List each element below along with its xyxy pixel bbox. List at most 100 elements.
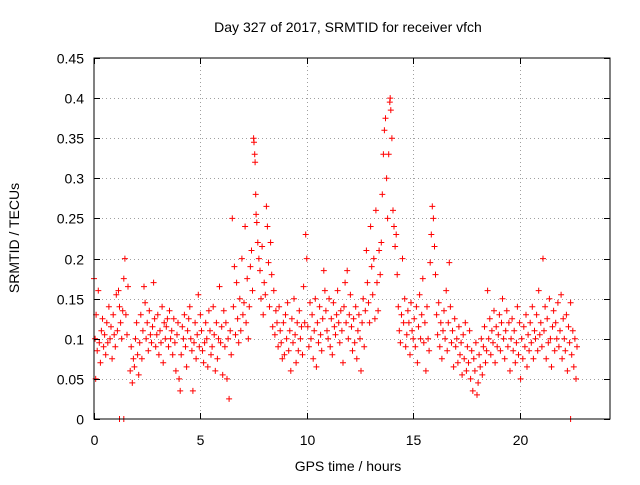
- data-point: [237, 327, 244, 334]
- y-tick-label: 0.2: [65, 252, 85, 268]
- data-point: [397, 339, 404, 346]
- data-point: [134, 351, 141, 358]
- data-point: [402, 343, 409, 350]
- data-point: [150, 279, 157, 286]
- data-point: [307, 299, 313, 306]
- data-point: [315, 339, 322, 346]
- data-point: [270, 287, 277, 294]
- data-point: [162, 335, 169, 342]
- x-tick-label: 0: [91, 432, 99, 448]
- data-point: [394, 271, 401, 278]
- x-tick-label: 20: [513, 432, 529, 448]
- data-point: [133, 319, 140, 326]
- data-point: [257, 267, 263, 274]
- data-point: [218, 323, 225, 330]
- y-tick-label: 0.05: [57, 372, 84, 388]
- data-point: [479, 371, 486, 378]
- data-point: [216, 283, 223, 290]
- data-point: [119, 307, 126, 314]
- data-point: [365, 299, 372, 306]
- data-point: [387, 107, 394, 114]
- data-point: [331, 323, 338, 330]
- data-point: [531, 327, 538, 334]
- data-point: [132, 335, 139, 342]
- data-point: [542, 303, 549, 310]
- data-point: [490, 339, 496, 346]
- data-point: [280, 319, 287, 326]
- data-point: [197, 311, 204, 318]
- data-point: [200, 359, 207, 366]
- y-tick-label: 0.25: [57, 211, 84, 227]
- data-point: [180, 335, 187, 342]
- data-point: [518, 335, 525, 342]
- x-tick-label: 10: [300, 432, 316, 448]
- data-point: [416, 291, 423, 298]
- data-point: [500, 335, 507, 342]
- data-point: [562, 347, 569, 354]
- data-point: [405, 319, 412, 326]
- y-tick-label: 0.4: [65, 91, 85, 107]
- data-point: [154, 311, 161, 318]
- data-point: [147, 331, 154, 338]
- data-point: [349, 347, 356, 354]
- data-point: [194, 331, 201, 338]
- data-point: [170, 315, 177, 322]
- data-point: [471, 367, 478, 374]
- data-point: [526, 347, 533, 354]
- data-point: [116, 303, 123, 310]
- data-point: [330, 299, 337, 306]
- data-point: [264, 223, 271, 230]
- data-point: [395, 303, 402, 310]
- data-point: [571, 335, 578, 342]
- data-point: [274, 319, 280, 326]
- data-point: [450, 363, 457, 370]
- data-point: [105, 303, 112, 310]
- data-point: [183, 363, 190, 370]
- data-point: [247, 263, 254, 270]
- data-point: [485, 335, 492, 342]
- data-point: [411, 315, 418, 322]
- data-point: [535, 287, 542, 294]
- data-point: [360, 295, 367, 302]
- data-point: [131, 363, 138, 370]
- data-point: [383, 175, 390, 182]
- data-point: [340, 359, 346, 366]
- data-point: [447, 303, 454, 310]
- data-point: [560, 315, 567, 322]
- data-point: [415, 323, 422, 330]
- data-point: [374, 279, 380, 286]
- data-point: [263, 203, 270, 210]
- data-point: [553, 335, 560, 342]
- data-point: [544, 315, 551, 322]
- data-point: [508, 335, 515, 342]
- data-point: [492, 359, 499, 366]
- data-point: [253, 219, 260, 226]
- grid: [94, 58, 610, 419]
- data-point: [233, 279, 240, 286]
- data-point: [433, 311, 440, 318]
- data-point: [407, 351, 413, 358]
- data-point: [294, 319, 301, 326]
- data-point: [92, 335, 99, 342]
- data-point: [176, 375, 183, 382]
- data-point: [461, 355, 468, 362]
- data-point: [261, 279, 268, 286]
- data-point: [130, 355, 137, 362]
- data-point: [483, 347, 490, 354]
- data-point: [272, 307, 279, 314]
- data-point: [452, 343, 459, 350]
- data-point: [151, 315, 158, 322]
- data-point: [301, 319, 308, 326]
- data-point: [291, 295, 297, 302]
- data-point: [334, 287, 341, 294]
- data-point: [350, 315, 357, 322]
- data-point: [419, 275, 426, 282]
- data-point: [290, 339, 296, 346]
- data-point: [281, 351, 288, 358]
- data-point: [182, 343, 189, 350]
- data-point: [503, 307, 510, 314]
- y-tick-label: 0.3: [65, 171, 85, 187]
- data-point: [392, 243, 399, 250]
- data-point: [143, 335, 150, 342]
- data-point: [363, 247, 370, 254]
